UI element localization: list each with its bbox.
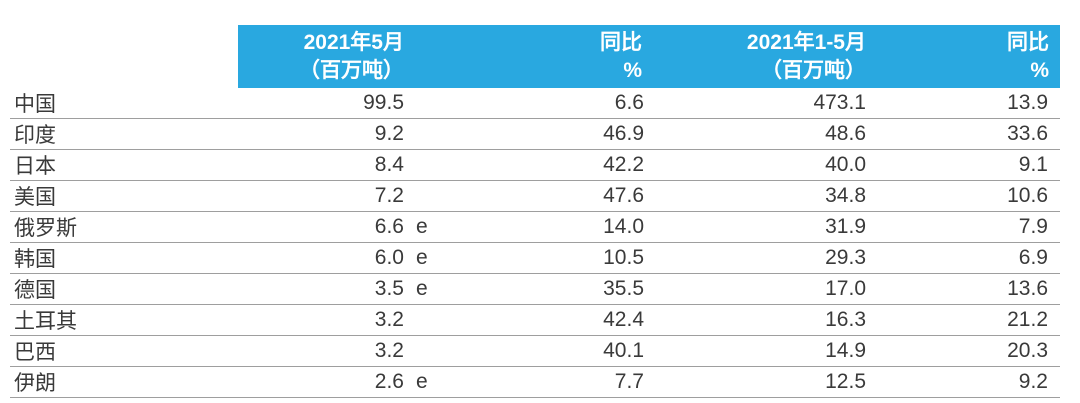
country-cell: 韩国 xyxy=(10,242,238,274)
steel-production-table: 2021年5月 （百万吨） 同比 % 2021年1-5月 （百万吨） 同比 % xyxy=(10,25,1060,398)
header-ytd-volume: 2021年1-5月 （百万吨） xyxy=(650,25,872,88)
estimate-flag: e xyxy=(416,277,428,300)
country-cell: 中国 xyxy=(10,88,238,119)
may-volume-value: 3.5 xyxy=(374,277,404,300)
may-volume-cell: 8.4 xyxy=(238,149,444,181)
may-volume-cell: 3.2 xyxy=(238,335,444,367)
header-may-volume-line2: （百万吨） xyxy=(299,58,404,82)
may-volume-value: 9.2 xyxy=(374,122,404,145)
header-may-yoy-line2: % xyxy=(623,58,642,82)
country-cell: 美国 xyxy=(10,180,238,212)
ytd-yoy-cell: 10.6 xyxy=(872,180,1060,212)
table-row: 德国 3.5 e 35.5 17.0 13.6 xyxy=(10,273,1060,305)
ytd-yoy-cell: 33.6 xyxy=(872,118,1060,150)
ytd-yoy-cell: 13.6 xyxy=(872,273,1060,305)
may-yoy-cell: 6.6 xyxy=(444,88,650,119)
ytd-yoy-cell: 21.2 xyxy=(872,304,1060,336)
header-may-volume: 2021年5月 （百万吨） xyxy=(238,25,444,88)
ytd-yoy-cell: 9.2 xyxy=(872,366,1060,398)
country-cell: 巴西 xyxy=(10,335,238,367)
may-volume-cell: 6.0 e xyxy=(238,242,444,274)
may-volume-value: 7.2 xyxy=(374,184,404,207)
may-yoy-cell: 42.4 xyxy=(444,304,650,336)
ytd-volume-cell: 29.3 xyxy=(650,242,872,274)
table-row: 韩国 6.0 e 10.5 29.3 6.9 xyxy=(10,242,1060,274)
may-volume-value: 3.2 xyxy=(374,339,404,362)
may-volume-value: 3.2 xyxy=(374,308,404,331)
ytd-yoy-cell: 7.9 xyxy=(872,211,1060,243)
header-may-volume-line1: 2021年5月 xyxy=(303,30,404,54)
table-row: 巴西 3.2 40.1 14.9 20.3 xyxy=(10,335,1060,367)
may-yoy-cell: 35.5 xyxy=(444,273,650,305)
may-yoy-cell: 14.0 xyxy=(444,211,650,243)
header-row: 2021年5月 （百万吨） 同比 % 2021年1-5月 （百万吨） 同比 % xyxy=(10,25,1060,88)
may-yoy-cell: 42.2 xyxy=(444,149,650,181)
header-country xyxy=(10,25,238,88)
country-cell: 俄罗斯 xyxy=(10,211,238,243)
header-may-yoy-line1: 同比 xyxy=(600,30,642,54)
ytd-volume-cell: 16.3 xyxy=(650,304,872,336)
ytd-volume-cell: 473.1 xyxy=(650,88,872,119)
ytd-volume-cell: 34.8 xyxy=(650,180,872,212)
estimate-flag: e xyxy=(416,215,428,238)
ytd-yoy-cell: 6.9 xyxy=(872,242,1060,274)
may-volume-cell: 6.6 e xyxy=(238,211,444,243)
header-ytd-yoy: 同比 % xyxy=(872,25,1060,88)
may-yoy-cell: 40.1 xyxy=(444,335,650,367)
estimate-flag: e xyxy=(416,246,428,269)
header-ytd-yoy-line2: % xyxy=(1030,58,1049,82)
may-volume-cell: 7.2 xyxy=(238,180,444,212)
may-volume-cell: 3.2 xyxy=(238,304,444,336)
may-volume-cell: 2.6 e xyxy=(238,366,444,398)
table-row: 印度 9.2 46.9 48.6 33.6 xyxy=(10,118,1060,150)
table-row: 俄罗斯 6.6 e 14.0 31.9 7.9 xyxy=(10,211,1060,243)
table-row: 美国 7.2 47.6 34.8 10.6 xyxy=(10,180,1060,212)
country-cell: 伊朗 xyxy=(10,366,238,398)
may-volume-value: 6.0 xyxy=(374,246,404,269)
ytd-volume-cell: 14.9 xyxy=(650,335,872,367)
table-row: 中国 99.5 6.6 473.1 13.9 xyxy=(10,88,1060,119)
ytd-volume-cell: 40.0 xyxy=(650,149,872,181)
may-volume-value: 6.6 xyxy=(374,215,404,238)
ytd-volume-cell: 48.6 xyxy=(650,118,872,150)
country-cell: 土耳其 xyxy=(10,304,238,336)
table-row: 日本 8.4 42.2 40.0 9.1 xyxy=(10,149,1060,181)
header-ytd-volume-line2: （百万吨） xyxy=(761,58,866,82)
may-yoy-cell: 47.6 xyxy=(444,180,650,212)
ytd-yoy-cell: 20.3 xyxy=(872,335,1060,367)
ytd-yoy-cell: 9.1 xyxy=(872,149,1060,181)
header-may-yoy: 同比 % xyxy=(444,25,650,88)
ytd-volume-cell: 17.0 xyxy=(650,273,872,305)
country-cell: 德国 xyxy=(10,273,238,305)
may-yoy-cell: 7.7 xyxy=(444,366,650,398)
may-volume-cell: 99.5 xyxy=(238,88,444,119)
may-yoy-cell: 46.9 xyxy=(444,118,650,150)
ytd-volume-cell: 31.9 xyxy=(650,211,872,243)
may-volume-value: 99.5 xyxy=(363,91,404,114)
ytd-yoy-cell: 13.9 xyxy=(872,88,1060,119)
may-volume-cell: 9.2 xyxy=(238,118,444,150)
country-cell: 印度 xyxy=(10,118,238,150)
may-volume-value: 8.4 xyxy=(374,153,404,176)
header-ytd-volume-line1: 2021年1-5月 xyxy=(746,30,866,54)
may-volume-value: 2.6 xyxy=(374,370,404,393)
estimate-flag: e xyxy=(416,370,428,393)
table-row: 土耳其 3.2 42.4 16.3 21.2 xyxy=(10,304,1060,336)
table-row: 伊朗 2.6 e 7.7 12.5 9.2 xyxy=(10,366,1060,398)
country-cell: 日本 xyxy=(10,149,238,181)
may-volume-cell: 3.5 e xyxy=(238,273,444,305)
may-yoy-cell: 10.5 xyxy=(444,242,650,274)
ytd-volume-cell: 12.5 xyxy=(650,366,872,398)
header-ytd-yoy-line1: 同比 xyxy=(1007,30,1049,54)
